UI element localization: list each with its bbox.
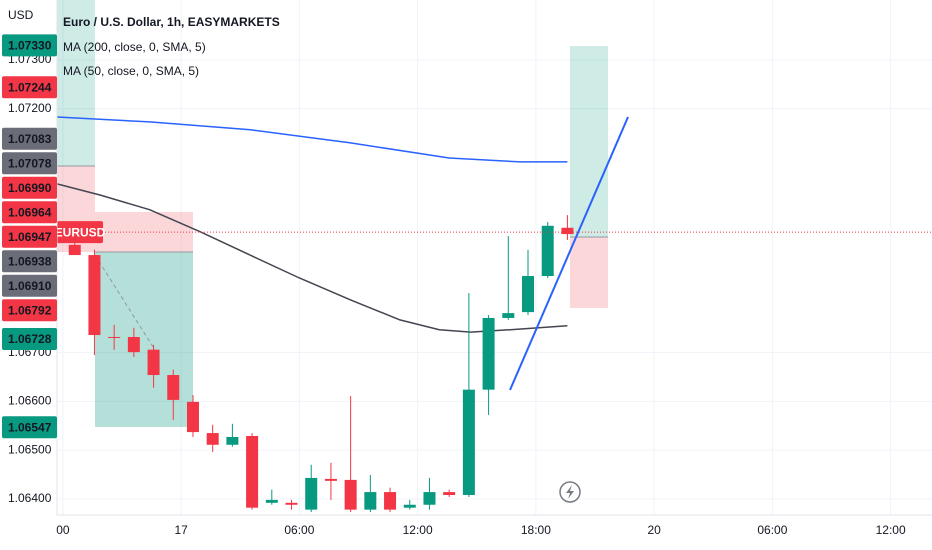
moving-average (56, 116, 568, 163)
price-badge-label: 1.06947 (8, 230, 52, 244)
price-badge-label: 1.06547 (8, 420, 52, 434)
price-badge-label: 1.06990 (8, 181, 52, 195)
symbol-badge (57, 221, 103, 244)
moving-average (56, 183, 568, 333)
position-loss-zone (570, 237, 608, 308)
price-badge-label: 1.06938 (8, 254, 52, 268)
x-tick-label: 18:00 (521, 523, 551, 537)
x-tick-label: 20 (647, 523, 661, 537)
price-badge (2, 299, 57, 322)
candle-body (226, 436, 239, 445)
price-badge (2, 152, 57, 175)
candle-body (186, 401, 199, 433)
candle-body (403, 504, 416, 508)
candle-body (265, 499, 278, 503)
price-badge (2, 34, 57, 57)
trend-line (509, 116, 629, 391)
price-badge-label: 1.06910 (8, 279, 52, 293)
candle-body (147, 349, 160, 376)
position-profit-zone (95, 252, 193, 427)
x-tick-label: 00 (56, 523, 70, 537)
price-badge (2, 225, 57, 248)
candle-body (364, 492, 377, 510)
candle-body (344, 479, 357, 510)
price-badge (2, 76, 57, 99)
y-tick-label: 1.07200 (8, 101, 52, 115)
candle-body (324, 478, 337, 481)
price-badge (2, 327, 57, 350)
price-badge-label: 1.07244 (8, 80, 52, 94)
price-badge-label: 1.07330 (8, 39, 52, 53)
candle-body (88, 255, 101, 336)
candle-body (522, 276, 535, 313)
price-badge-label: 1.06728 (8, 332, 52, 346)
legend-entry: MA (200, close, 0, SMA, 5) (63, 40, 206, 54)
price-badge (2, 127, 57, 150)
price-badge (2, 201, 57, 224)
candle-body (127, 336, 140, 353)
y-tick-label: 1.06600 (8, 394, 52, 408)
axis-currency: USD (8, 8, 34, 22)
candle-body (482, 317, 495, 390)
position-path (94, 254, 156, 351)
price-badge (2, 416, 57, 439)
candle-body (167, 375, 180, 400)
legend-entry: MA (50, close, 0, SMA, 5) (63, 64, 199, 78)
x-tick-label: 12:00 (403, 523, 433, 537)
candle-body (502, 313, 515, 318)
price-badge-label: 1.07083 (8, 132, 52, 146)
chart-title: Euro / U.S. Dollar, 1h, EASYMARKETS (63, 15, 280, 29)
price-badge-label: 1.07078 (8, 156, 52, 170)
x-tick-label: 06:00 (284, 523, 314, 537)
x-tick-label: 12:00 (876, 523, 906, 537)
candle-body (384, 492, 397, 510)
y-tick-label: 1.06400 (8, 491, 52, 505)
price-badge (2, 250, 57, 273)
x-tick-label: 06:00 (757, 523, 787, 537)
candle-body (561, 227, 574, 235)
candle-body (443, 492, 456, 496)
candle-body (285, 502, 298, 505)
candle-body (206, 433, 219, 445)
candle-body (541, 225, 554, 277)
price-badge (2, 176, 57, 199)
price-badge-label: 1.06792 (8, 303, 52, 317)
candle-body (305, 477, 318, 510)
grid (57, 0, 932, 515)
x-tick-label: 17 (174, 523, 188, 537)
price-badge-label: 1.06964 (8, 205, 52, 219)
candle-body (462, 389, 475, 496)
candle-body (68, 244, 81, 256)
candle-body (108, 336, 121, 338)
position-profit-zone (57, 0, 95, 166)
price-badge (2, 274, 57, 297)
y-tick-label: 1.06500 (8, 442, 52, 456)
symbol-label: EURUSD (55, 225, 106, 239)
price-axis: USD1.073001.072001.067001.066001.065001.… (0, 0, 58, 550)
candle-body (246, 435, 259, 508)
candle-body (423, 492, 436, 505)
event-icon (566, 485, 574, 499)
